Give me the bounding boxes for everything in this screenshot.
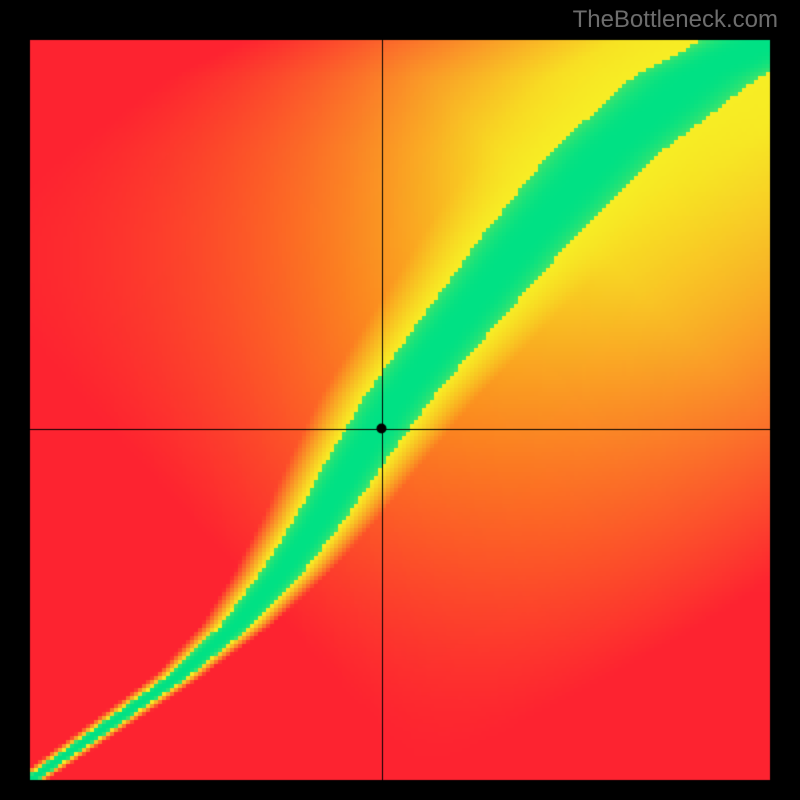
chart-stage: TheBottleneck.com [0, 0, 800, 800]
bottleneck-heatmap [0, 0, 800, 800]
watermark-text: TheBottleneck.com [573, 6, 778, 34]
